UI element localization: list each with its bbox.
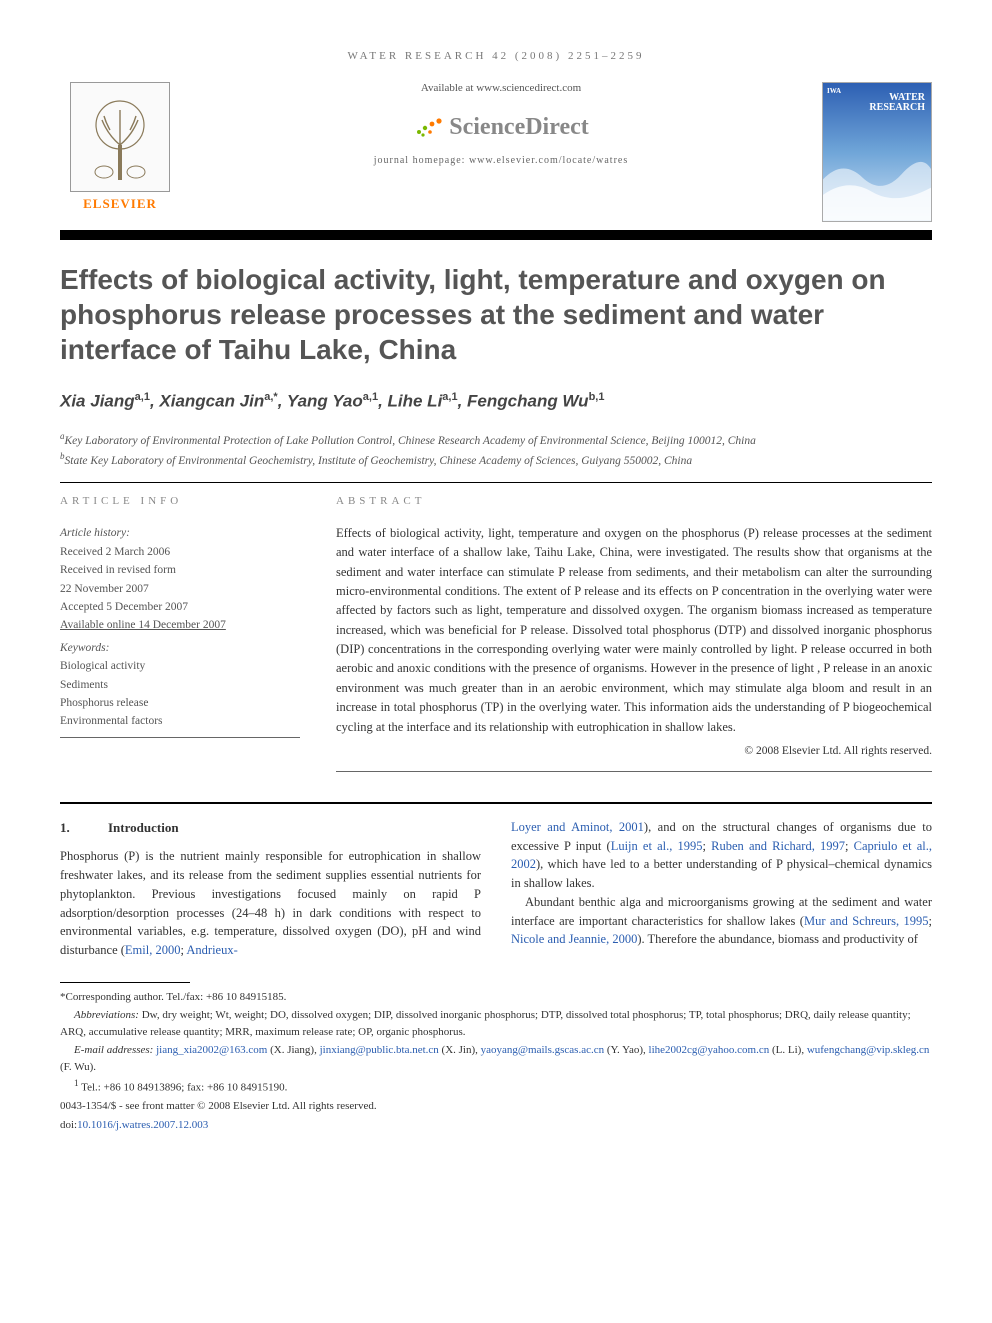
revised-label: Received in revised form [60, 561, 300, 579]
affiliations: aKey Laboratory of Environmental Protect… [60, 430, 932, 470]
cover-title: WATERRESEARCH [869, 93, 925, 113]
email-who: (X. Jin), [439, 1044, 481, 1056]
email-who: (Y. Yao), [604, 1044, 648, 1056]
abbreviations: Abbreviations: Dw, dry weight; Wt, weigh… [60, 1007, 932, 1040]
header-center: Available at www.sciencedirect.com Scien… [180, 82, 822, 166]
article-info-heading: ARTICLE INFO [60, 493, 300, 511]
history-label: Article history: [60, 524, 300, 542]
article-info-column: ARTICLE INFO Article history: Received 2… [60, 493, 300, 778]
cite-link[interactable]: Mur and Schreurs, 1995 [804, 914, 929, 928]
keywords-label: Keywords: [60, 639, 300, 657]
keyword: Phosphorus release [60, 694, 300, 712]
cite-link[interactable]: Nicole and Jeannie, 2000 [511, 932, 637, 946]
elsevier-tree-icon [70, 82, 170, 192]
email-link[interactable]: wufengchang@vip.skleg.cn [807, 1044, 930, 1056]
sd-swoosh-icon [413, 118, 443, 138]
tel-note: 1 Tel.: +86 10 84913896; fax: +86 10 849… [60, 1077, 932, 1096]
info-abstract-row: ARTICLE INFO Article history: Received 2… [60, 493, 932, 778]
journal-cover-thumbnail: IWA WATERRESEARCH [822, 82, 932, 222]
email-link[interactable]: lihe2002cg@yahoo.com.cn [649, 1044, 770, 1056]
article-title: Effects of biological activity, light, t… [60, 262, 932, 367]
cite-link[interactable]: Luijn et al., 1995 [611, 839, 703, 853]
homepage-line: journal homepage: www.elsevier.com/locat… [190, 155, 812, 166]
running-head: WATER RESEARCH 42 (2008) 2251–2259 [60, 50, 932, 62]
intro-para-2: Abundant benthic alga and microorganisms… [511, 893, 932, 949]
affiliation-a: aKey Laboratory of Environmental Protect… [60, 430, 932, 450]
section-title: Introduction [108, 820, 179, 835]
doi-link[interactable]: 10.1016/j.watres.2007.12.003 [77, 1119, 208, 1131]
available-online: Available online 14 December 2007 [60, 616, 300, 634]
page: WATER RESEARCH 42 (2008) 2251–2259 ELSEV… [0, 0, 992, 1175]
section-number: 1. [60, 818, 108, 838]
email-addresses: E-mail addresses: jiang_xia2002@163.com … [60, 1042, 932, 1075]
email-link[interactable]: yaoyang@mails.gscas.ac.cn [481, 1044, 604, 1056]
cite-link[interactable]: Ruben and Richard, 1997 [711, 839, 845, 853]
keyword: Biological activity [60, 657, 300, 675]
body-col-left: 1.Introduction Phosphorus (P) is the nut… [60, 818, 481, 960]
cover-iwa: IWA [827, 87, 841, 95]
abstract-column: ABSTRACT Effects of biological activity,… [336, 493, 932, 778]
email-who: (X. Jiang), [267, 1044, 319, 1056]
accepted: Accepted 5 December 2007 [60, 598, 300, 616]
authors: Xia Jianga,1, Xiangcan Jina,*, Yang Yaoa… [60, 391, 932, 412]
keyword: Sediments [60, 676, 300, 694]
doi: doi:10.1016/j.watres.2007.12.003 [60, 1117, 932, 1134]
cite-link[interactable]: Loyer and Aminot, 2001 [511, 820, 644, 834]
abstract-heading: ABSTRACT [336, 493, 932, 510]
cite-link[interactable]: Emil, 2000 [125, 943, 181, 957]
publisher-logo-block: ELSEVIER [60, 82, 180, 212]
info-bottom-rule [60, 737, 300, 738]
cite-link[interactable]: Andrieux- [186, 943, 237, 957]
sciencedirect-text: ScienceDirect [449, 114, 589, 141]
email-link[interactable]: jinxiang@public.bta.net.cn [320, 1044, 439, 1056]
intro-para-1: Phosphorus (P) is the nutrient mainly re… [60, 847, 481, 960]
received: Received 2 March 2006 [60, 543, 300, 561]
abstract-text: Effects of biological activity, light, t… [336, 524, 932, 737]
intro-para-1-cont: Loyer and Aminot, 2001), and on the stru… [511, 818, 932, 893]
affiliation-b: bState Key Laboratory of Environmental G… [60, 450, 932, 470]
thick-rule [60, 802, 932, 804]
revised-date: 22 November 2007 [60, 580, 300, 598]
available-at: Available at www.sciencedirect.com [190, 82, 812, 94]
email-link[interactable]: jiang_xia2002@163.com [156, 1044, 267, 1056]
body-columns: 1.Introduction Phosphorus (P) is the nut… [60, 818, 932, 960]
keyword: Environmental factors [60, 712, 300, 730]
corresponding-author: *Corresponding author. Tel./fax: +86 10 … [60, 989, 932, 1006]
body-col-right: Loyer and Aminot, 2001), and on the stru… [511, 818, 932, 960]
publisher-name: ELSEVIER [83, 196, 157, 212]
copyright: © 2008 Elsevier Ltd. All rights reserved… [336, 743, 932, 761]
rule-above-info [60, 482, 932, 483]
journal-header: ELSEVIER Available at www.sciencedirect.… [60, 82, 932, 222]
keywords-list: Biological activitySedimentsPhosphorus r… [60, 657, 300, 731]
sciencedirect-logo: ScienceDirect [413, 114, 589, 141]
email-who: (F. Wu). [60, 1061, 96, 1073]
section-heading: 1.Introduction [60, 818, 481, 838]
abstract-bottom-rule [336, 771, 932, 772]
footnote-rule [60, 982, 190, 983]
front-matter: 0043-1354/$ - see front matter © 2008 El… [60, 1098, 932, 1115]
email-who: (L. Li), [769, 1044, 807, 1056]
footnotes: *Corresponding author. Tel./fax: +86 10 … [60, 989, 932, 1134]
black-divider-bar [60, 230, 932, 240]
